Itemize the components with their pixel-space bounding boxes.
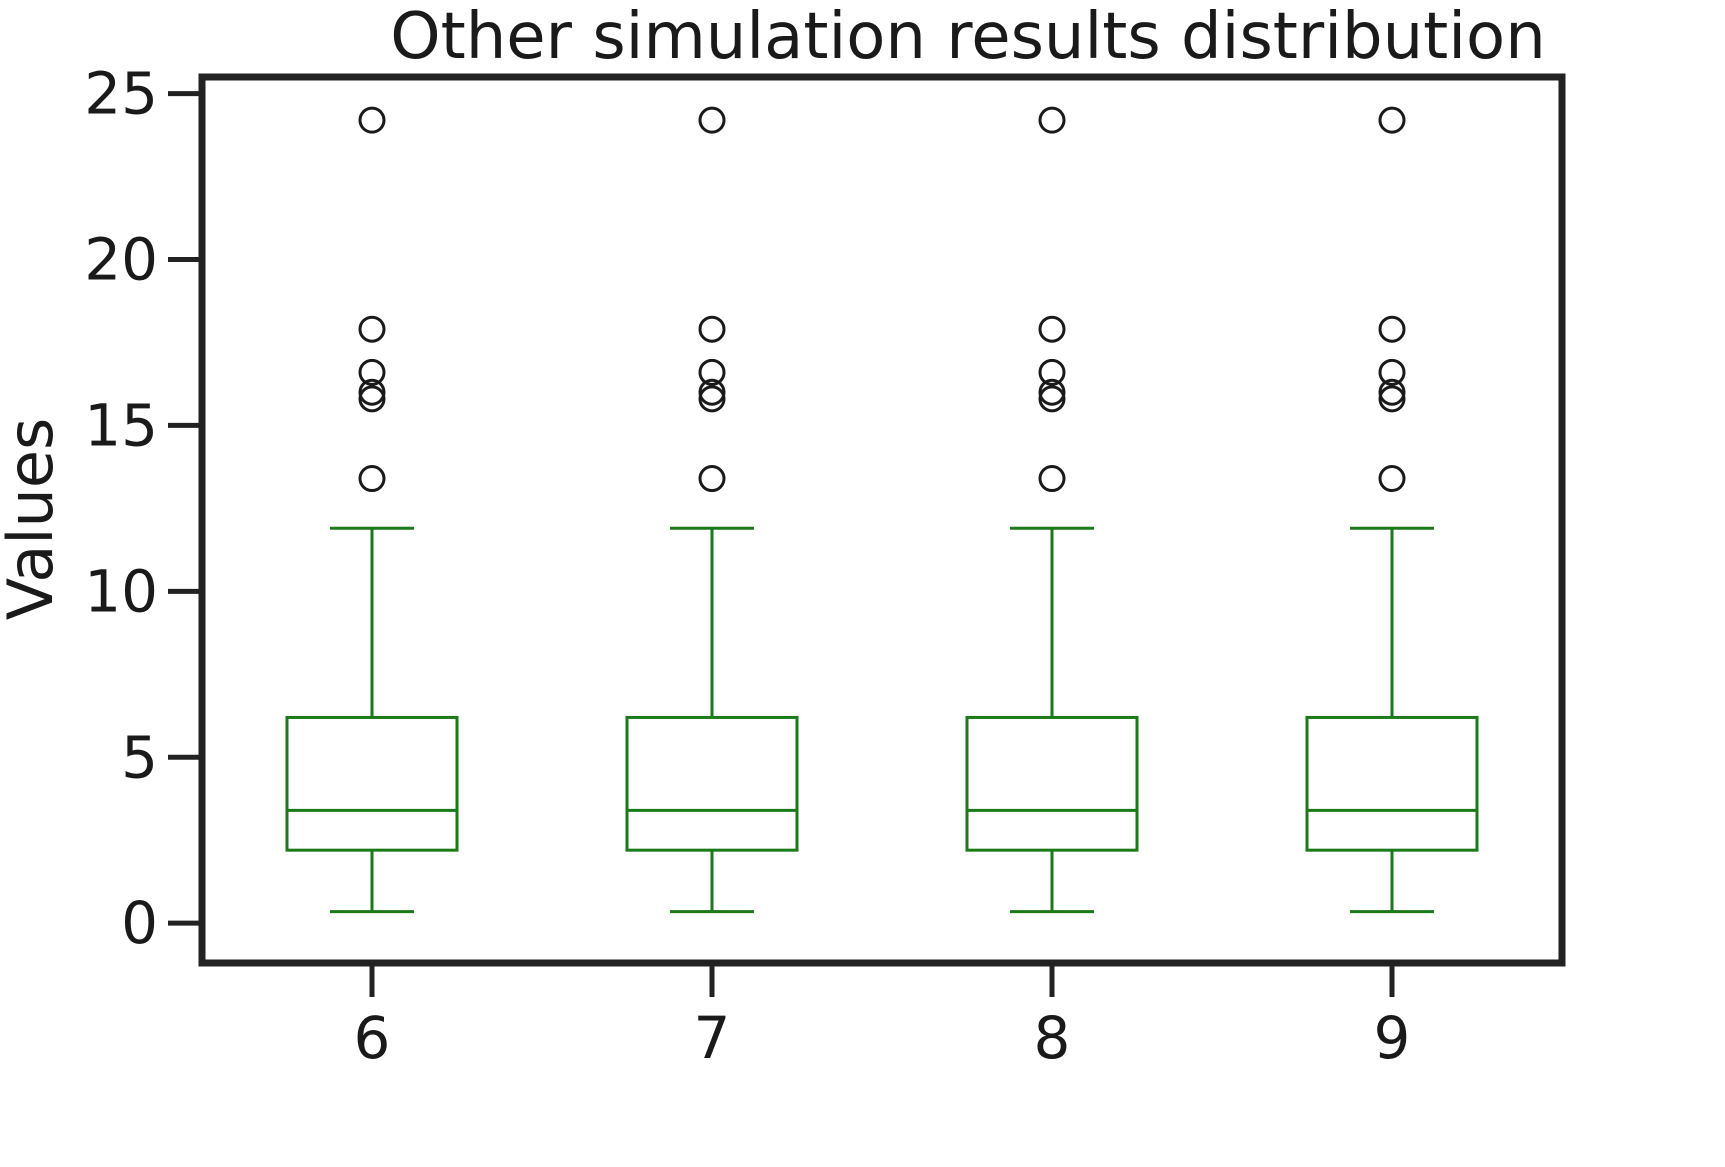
x-tick-label: 9 [1374,1004,1411,1072]
plot-frame [198,73,1566,967]
y-axis: 0 5 10 15 20 25 [84,60,202,957]
outlier-point [698,358,726,386]
box-6 [285,106,459,914]
outlier-point [1038,106,1066,134]
box-7 [625,106,799,914]
y-tick-label: 5 [121,723,158,791]
iqr-box [965,715,1139,852]
outlier-point [1378,106,1406,134]
outlier-point [1378,465,1406,493]
outlier-point [1378,358,1406,386]
outlier-point [358,358,386,386]
y-tick-label: 20 [84,226,158,294]
outlier-point [698,315,726,343]
outlier-point [1038,378,1066,406]
x-tick-label: 7 [694,1004,731,1072]
iqr-box [285,715,459,852]
chart-title: Other simulation results distribution [390,0,1546,74]
iqr-box [625,715,799,852]
outlier-point [1038,465,1066,493]
outlier-point [358,106,386,134]
x-tick-label: 8 [1034,1004,1071,1072]
outlier-point [1378,315,1406,343]
y-tick-label: 10 [84,557,158,625]
outlier-point [358,378,386,406]
outlier-point [1038,358,1066,386]
outlier-point [698,106,726,134]
y-tick-label: 25 [84,60,158,128]
outlier-point [1378,385,1406,413]
y-tick-label: 0 [121,889,158,957]
outlier-point [698,385,726,413]
outlier-point [358,385,386,413]
outlier-point [1038,315,1066,343]
outlier-point [698,378,726,406]
box-8 [965,106,1139,914]
box-series [285,106,1479,914]
y-tick-label: 15 [84,391,158,459]
outlier-point [1038,385,1066,413]
outlier-point [698,465,726,493]
x-axis: 6 7 8 9 [354,963,1411,1072]
y-axis-label: Values [0,418,67,621]
x-tick-label: 6 [354,1004,391,1072]
outlier-point [1378,378,1406,406]
iqr-box [1305,715,1479,852]
outlier-point [358,315,386,343]
outlier-point [358,465,386,493]
box-9 [1305,106,1479,914]
